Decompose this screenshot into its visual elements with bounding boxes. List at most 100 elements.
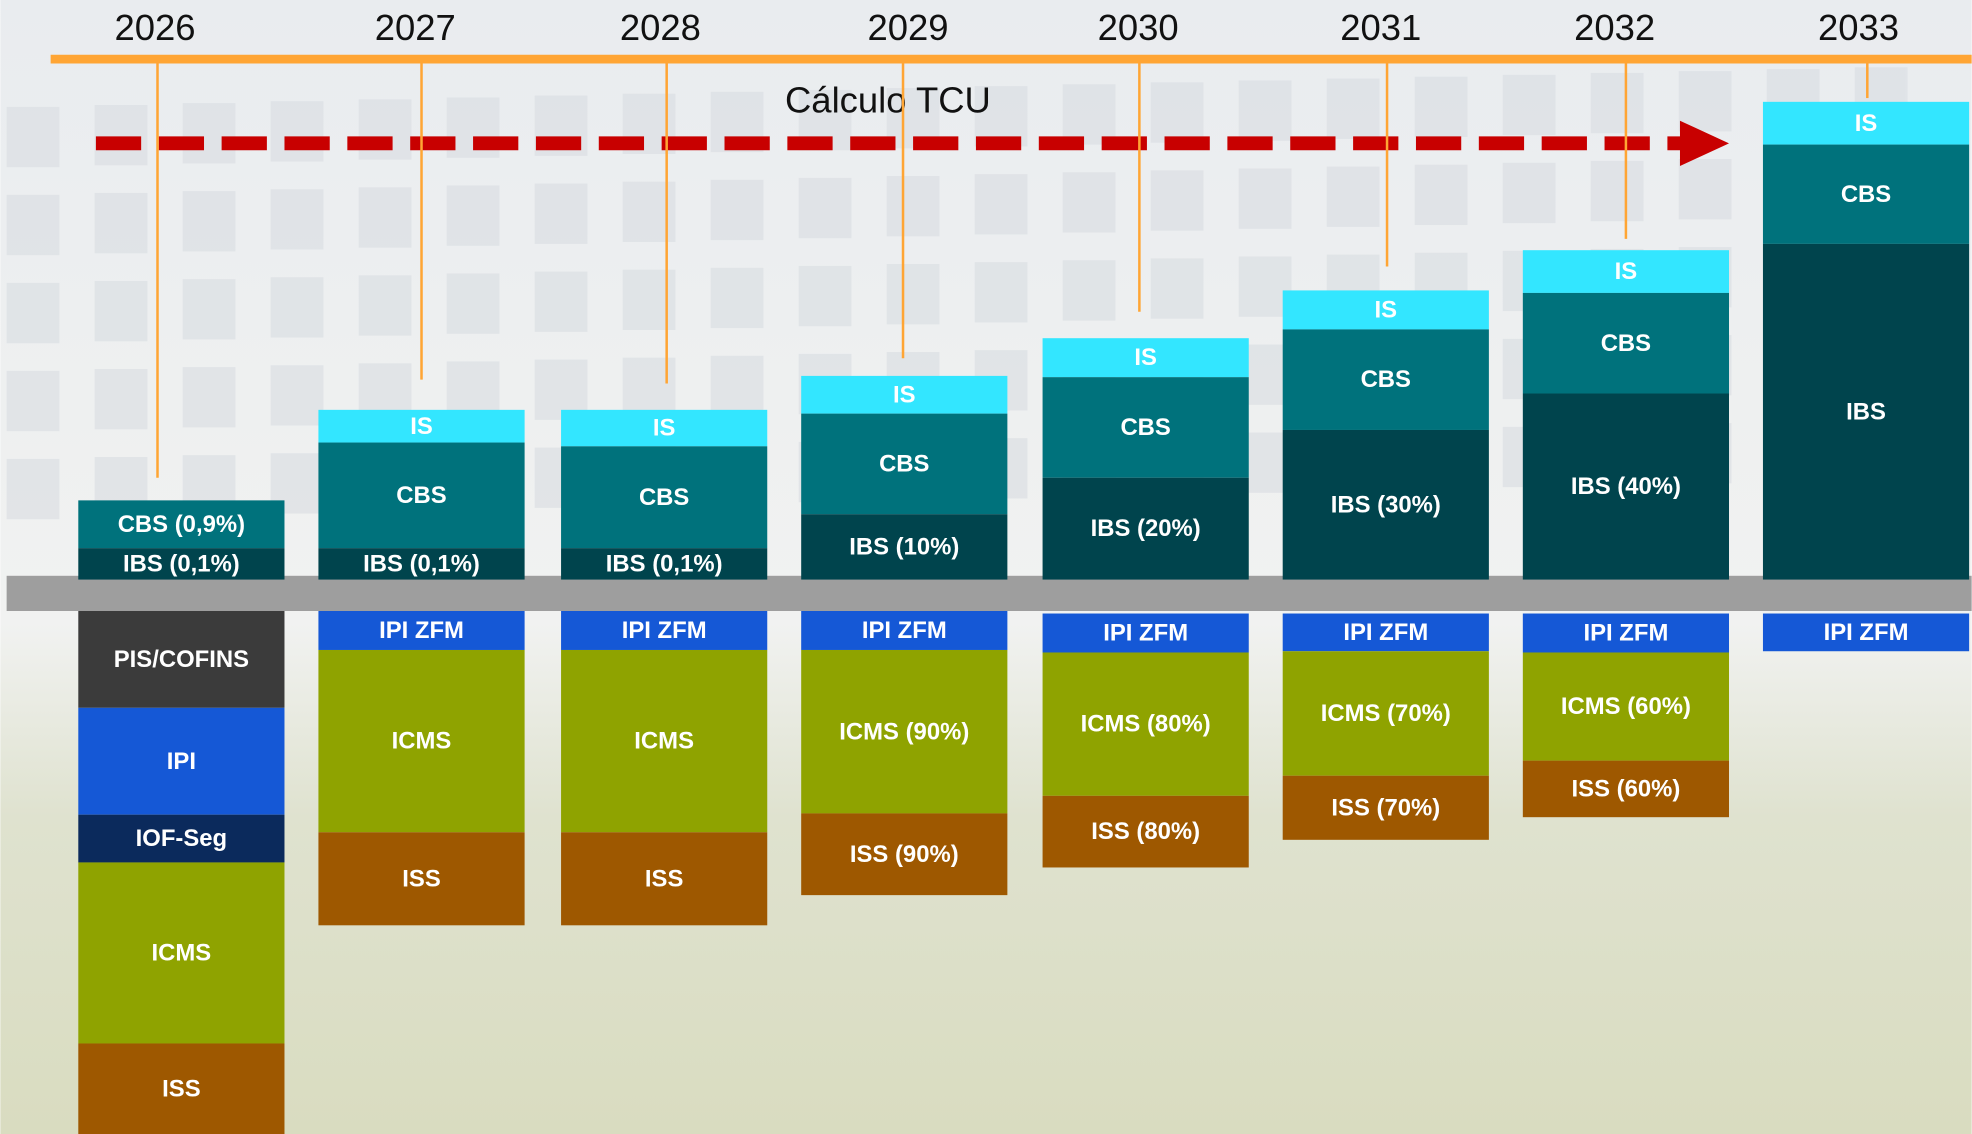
lower-block-label: ICMS bbox=[152, 940, 212, 967]
window bbox=[711, 268, 764, 328]
window bbox=[359, 187, 412, 247]
window bbox=[1151, 258, 1204, 318]
page: {"timeline_label": "Cálculo TCU", "colum… bbox=[0, 0, 1972, 1134]
year-label: 2032 bbox=[1574, 7, 1655, 48]
lower-block-label: ICMS bbox=[392, 728, 452, 755]
divider-band bbox=[7, 576, 1972, 611]
window bbox=[887, 176, 940, 236]
year-label: 2030 bbox=[1098, 7, 1179, 48]
window bbox=[447, 185, 500, 245]
upper-block-label: IS bbox=[1615, 258, 1638, 285]
window bbox=[1063, 84, 1116, 144]
lower-block-label: IPI ZFM bbox=[622, 617, 707, 644]
window bbox=[271, 101, 324, 161]
lower-block-label: ISS (80%) bbox=[1091, 818, 1200, 845]
upper-block-label: CBS (0,9%) bbox=[118, 511, 245, 538]
window bbox=[1679, 71, 1732, 131]
window bbox=[95, 281, 148, 341]
window bbox=[1327, 79, 1380, 139]
window bbox=[183, 367, 236, 427]
window bbox=[7, 195, 60, 255]
lower-block-label: ISS (90%) bbox=[850, 841, 959, 868]
lower-block-label: ISS (70%) bbox=[1331, 794, 1440, 821]
window bbox=[1063, 172, 1116, 232]
upper-block-label: IBS (30%) bbox=[1331, 491, 1441, 518]
window bbox=[799, 178, 852, 238]
upper-block-label: IS bbox=[1855, 110, 1878, 137]
window bbox=[271, 277, 324, 337]
lower-block-label: ISS bbox=[402, 865, 440, 892]
window bbox=[95, 105, 148, 165]
upper-block-label: IBS (40%) bbox=[1571, 473, 1681, 500]
window bbox=[1151, 170, 1204, 230]
timeline-label: Cálculo TCU bbox=[785, 80, 991, 121]
lower-block-label: ICMS (70%) bbox=[1321, 700, 1451, 727]
window bbox=[7, 459, 60, 519]
window bbox=[711, 356, 764, 416]
window bbox=[1063, 260, 1116, 320]
window bbox=[1415, 77, 1468, 137]
window bbox=[535, 272, 588, 332]
lower-block-label: IPI ZFM bbox=[1824, 619, 1909, 646]
upper-block-label: IS bbox=[653, 415, 676, 442]
window bbox=[7, 283, 60, 343]
window bbox=[799, 266, 852, 326]
window bbox=[95, 193, 148, 253]
window bbox=[271, 365, 324, 425]
upper-block-label: IBS bbox=[1846, 398, 1886, 425]
upper-block-label: CBS bbox=[1841, 181, 1891, 208]
upper-block-label: IBS (10%) bbox=[849, 533, 959, 560]
window bbox=[359, 99, 412, 159]
year-label: 2031 bbox=[1340, 7, 1421, 48]
upper-block-label: IBS (0,1%) bbox=[606, 550, 723, 577]
upper-block-label: IS bbox=[410, 413, 433, 440]
year-label: 2029 bbox=[868, 7, 949, 48]
upper-block-label: CBS bbox=[396, 482, 446, 509]
upper-block-label: IS bbox=[1375, 296, 1398, 323]
window bbox=[447, 273, 500, 333]
upper-block-label: IBS (0,1%) bbox=[363, 550, 480, 577]
window bbox=[1151, 82, 1204, 142]
window bbox=[183, 191, 236, 251]
window bbox=[887, 264, 940, 324]
window bbox=[359, 275, 412, 335]
upper-block-label: IS bbox=[893, 381, 916, 408]
diagram: Cálculo TCU 2026 CBS (0,9%) IBS (0,1%) PIS/… bbox=[0, 0, 1972, 1134]
upper-block-label: IBS (0,1%) bbox=[123, 550, 240, 577]
window bbox=[1591, 73, 1644, 133]
lower-block-label: IPI ZFM bbox=[862, 617, 947, 644]
year-label: 2028 bbox=[620, 7, 701, 48]
year-label: 2026 bbox=[114, 7, 195, 48]
window bbox=[7, 371, 60, 431]
upper-block-label: CBS bbox=[1361, 366, 1411, 393]
window bbox=[535, 184, 588, 244]
window bbox=[1679, 159, 1732, 219]
year-label: 2027 bbox=[375, 7, 456, 48]
window bbox=[271, 189, 324, 249]
window bbox=[1415, 165, 1468, 225]
upper-block-label: CBS bbox=[1601, 330, 1651, 357]
upper-block-label: IS bbox=[1134, 344, 1157, 371]
lower-block-label: IPI ZFM bbox=[379, 617, 464, 644]
year-label: 2033 bbox=[1818, 7, 1899, 48]
window bbox=[7, 107, 60, 167]
lower-block-label: IPI ZFM bbox=[1343, 619, 1428, 646]
window bbox=[711, 180, 764, 240]
window bbox=[1239, 168, 1292, 228]
lower-block-label: IPI ZFM bbox=[1583, 620, 1668, 647]
lower-block-label: PIS/COFINS bbox=[114, 646, 249, 673]
lower-block-label: ICMS (90%) bbox=[839, 718, 969, 745]
upper-block-label: CBS bbox=[1120, 414, 1170, 441]
window bbox=[1591, 161, 1644, 221]
window bbox=[183, 103, 236, 163]
window bbox=[1503, 75, 1556, 135]
window bbox=[1503, 163, 1556, 223]
window bbox=[95, 369, 148, 429]
window bbox=[975, 262, 1028, 322]
lower-block-label: IPI ZFM bbox=[1103, 620, 1188, 647]
upper-block-label: CBS bbox=[639, 484, 689, 511]
lower-block-label: ICMS bbox=[634, 728, 694, 755]
lower-block-label: ISS bbox=[162, 1075, 200, 1102]
lower-block-label: ISS (60%) bbox=[1572, 775, 1681, 802]
window bbox=[1327, 167, 1380, 227]
